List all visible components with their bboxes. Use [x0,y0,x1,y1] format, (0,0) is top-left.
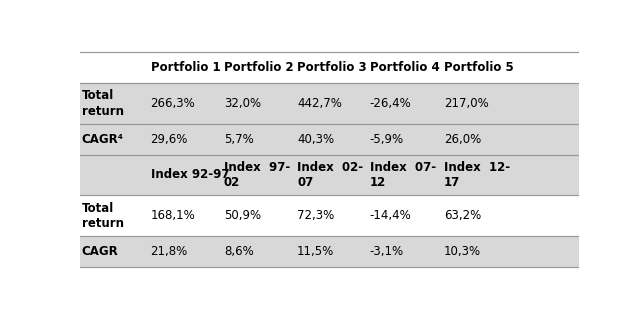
Text: 21,8%: 21,8% [150,245,188,258]
Text: 8,6%: 8,6% [224,245,253,258]
Text: 442,7%: 442,7% [297,97,342,110]
Text: 50,9%: 50,9% [224,209,261,222]
Bar [80,236,579,267]
Text: 63,2%: 63,2% [444,209,482,222]
Text: 266,3%: 266,3% [150,97,195,110]
Bar [80,83,579,124]
Text: 5,7%: 5,7% [224,133,253,146]
Bar [80,155,579,195]
Text: Index 92-97: Index 92-97 [150,168,229,181]
Bar [80,195,579,236]
Text: Index  02-
07: Index 02- 07 [297,161,363,189]
Text: 10,3%: 10,3% [444,245,481,258]
Text: Portfolio 3: Portfolio 3 [297,61,367,74]
Text: Index  07-
12: Index 07- 12 [370,161,436,189]
Text: Portfolio 1: Portfolio 1 [150,61,220,74]
Text: 26,0%: 26,0% [444,133,482,146]
Text: Portfolio 5: Portfolio 5 [444,61,514,74]
Text: Total
return: Total return [82,89,123,118]
Text: -14,4%: -14,4% [370,209,412,222]
Text: CAGR: CAGR [82,245,118,258]
Text: 40,3%: 40,3% [297,133,334,146]
Text: Portfolio 4: Portfolio 4 [370,61,440,74]
Text: 72,3%: 72,3% [297,209,334,222]
Text: Index  12-
17: Index 12- 17 [444,161,510,189]
Bar [80,124,579,155]
Text: 11,5%: 11,5% [297,245,334,258]
Text: Portfolio 2: Portfolio 2 [224,61,293,74]
Text: CAGR⁴: CAGR⁴ [82,133,123,146]
Text: 168,1%: 168,1% [150,209,195,222]
Text: 29,6%: 29,6% [150,133,188,146]
Text: 217,0%: 217,0% [444,97,489,110]
Text: -5,9%: -5,9% [370,133,404,146]
Text: Index  97-
02: Index 97- 02 [224,161,290,189]
Text: -3,1%: -3,1% [370,245,404,258]
Text: Total
return: Total return [82,202,123,230]
Text: -26,4%: -26,4% [370,97,412,110]
Text: 32,0%: 32,0% [224,97,261,110]
Bar [80,52,579,83]
